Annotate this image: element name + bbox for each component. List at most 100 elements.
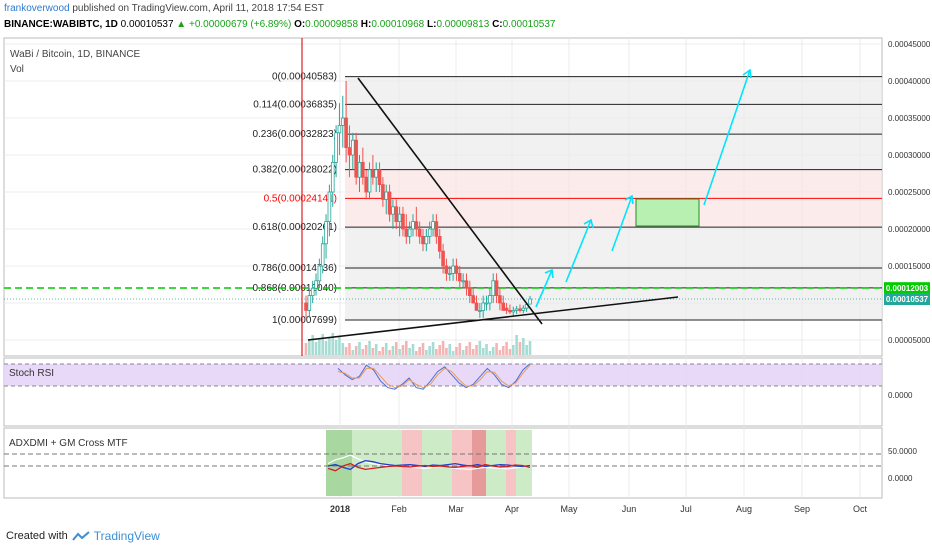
volume-bar	[475, 345, 478, 355]
candle-body	[434, 221, 439, 237]
volume-bar	[495, 343, 498, 355]
fib-label: 0.786(0.00014736)	[252, 263, 337, 274]
chart-canvas[interactable]: 0(0.00040583) 0.114(0.00036835) 0.236(0.00…	[0, 0, 932, 520]
volume-bars	[304, 333, 532, 355]
stoch-series-line	[337, 363, 531, 390]
candle-body	[511, 309, 516, 313]
candle-body	[307, 295, 312, 311]
volume-bar	[341, 343, 345, 355]
fib-label: 0(0.00040583)	[272, 72, 337, 83]
candle-body	[474, 302, 479, 311]
candle-body	[454, 265, 459, 274]
fib-zone	[345, 104, 882, 135]
volume-bar	[388, 350, 391, 355]
candle-body	[371, 169, 375, 178]
volume-bar	[408, 348, 411, 355]
volume-bar	[348, 343, 351, 355]
candle-body	[387, 191, 392, 215]
candle-body	[327, 191, 332, 223]
candle-body	[464, 280, 469, 289]
candle-body	[447, 272, 452, 275]
candles	[304, 81, 532, 318]
price-axis[interactable]: 0.00045000 0.00040000 0.00035000 0.00030000…	[888, 40, 931, 345]
price-tag-bg	[884, 293, 930, 306]
author-link[interactable]: frankoverwood	[4, 3, 70, 14]
time-axis[interactable]: 2018 Feb Mar Apr May Jun Jul Aug Sep Oct	[330, 504, 868, 514]
volume-bar	[308, 339, 311, 355]
volume-bar	[314, 342, 318, 355]
volume-bar	[358, 342, 361, 355]
candle-body	[501, 302, 506, 311]
volume-bar	[455, 347, 458, 355]
price-tick-label: 0.00020000	[888, 225, 931, 234]
time-tick-label: Mar	[448, 504, 464, 514]
candle-body	[317, 265, 322, 282]
volume-bar	[485, 344, 488, 355]
volume-bar	[488, 351, 492, 355]
candle-body	[320, 243, 325, 267]
high-value: 0.00010968	[371, 19, 425, 30]
tradingview-brand[interactable]: TradingView	[93, 529, 160, 543]
volume-bar	[518, 342, 522, 355]
fib-zone	[345, 169, 882, 199]
volume-bar	[364, 345, 368, 355]
volume-bar	[328, 337, 331, 355]
volume-bar	[435, 349, 438, 355]
candle-body	[357, 161, 362, 178]
price-tick-label: 0.00025000	[888, 188, 931, 197]
candle-body	[514, 308, 519, 311]
candle-body	[441, 250, 445, 267]
price-tag-label: 0.00012003	[886, 284, 929, 293]
last-price: 0.00010537	[120, 19, 174, 30]
tradingview-logo-icon	[71, 531, 90, 541]
candle-body	[401, 213, 405, 230]
candle-body	[384, 191, 389, 200]
low-label: L:	[426, 19, 437, 30]
volume-bar	[511, 345, 515, 355]
volume-bar	[338, 336, 341, 355]
candle-body	[421, 235, 425, 245]
volume-bar	[458, 343, 462, 355]
adx-axis-label-0: 0.0000	[888, 474, 913, 483]
stoch-pane-frame	[3, 357, 883, 427]
volume-bar	[331, 333, 335, 355]
uptrend-line	[307, 296, 679, 341]
volume-bar	[501, 346, 505, 355]
publish-info: frankoverwood published on TradingView.c…	[4, 3, 324, 14]
open-value: 0.00009858	[305, 19, 359, 30]
fib-label: 1(0.00007699)	[272, 315, 337, 326]
volume-bar	[311, 335, 314, 355]
candle-body	[397, 213, 402, 222]
candle-body	[461, 280, 465, 283]
volume-bar	[431, 342, 435, 355]
time-tick-label: Jun	[622, 504, 637, 514]
candle-body	[351, 139, 355, 156]
time-tick-label: Sep	[794, 504, 810, 514]
volume-bar	[394, 342, 398, 355]
adx-series-line	[327, 454, 531, 471]
candle-body	[457, 272, 462, 282]
open-label: O:	[294, 19, 306, 30]
volume-bar	[471, 349, 475, 355]
candle-body	[471, 295, 475, 304]
candle-body	[314, 280, 318, 289]
volume-bar	[411, 344, 415, 355]
stoch-band	[4, 364, 882, 386]
projection-arrows	[535, 68, 752, 308]
fib-zone	[345, 76, 882, 105]
volume-bar	[491, 347, 495, 355]
volume-bar	[321, 334, 325, 355]
low-value: 0.00009813	[436, 19, 490, 30]
volume-bar	[508, 349, 512, 355]
volume-bar	[378, 351, 381, 355]
price-legend: WaBi / Bitcoin, 1D, BINANCE	[10, 49, 141, 60]
volume-bar	[528, 341, 532, 355]
candle-body	[468, 287, 472, 297]
volume-bar	[448, 344, 452, 355]
volume-bar	[318, 338, 321, 355]
volume-bar	[391, 346, 395, 355]
downtrend-line	[357, 77, 543, 325]
price-tick-label: 0.00035000	[888, 114, 931, 123]
volume-bar	[461, 350, 465, 355]
time-tick-label: Oct	[853, 504, 868, 514]
